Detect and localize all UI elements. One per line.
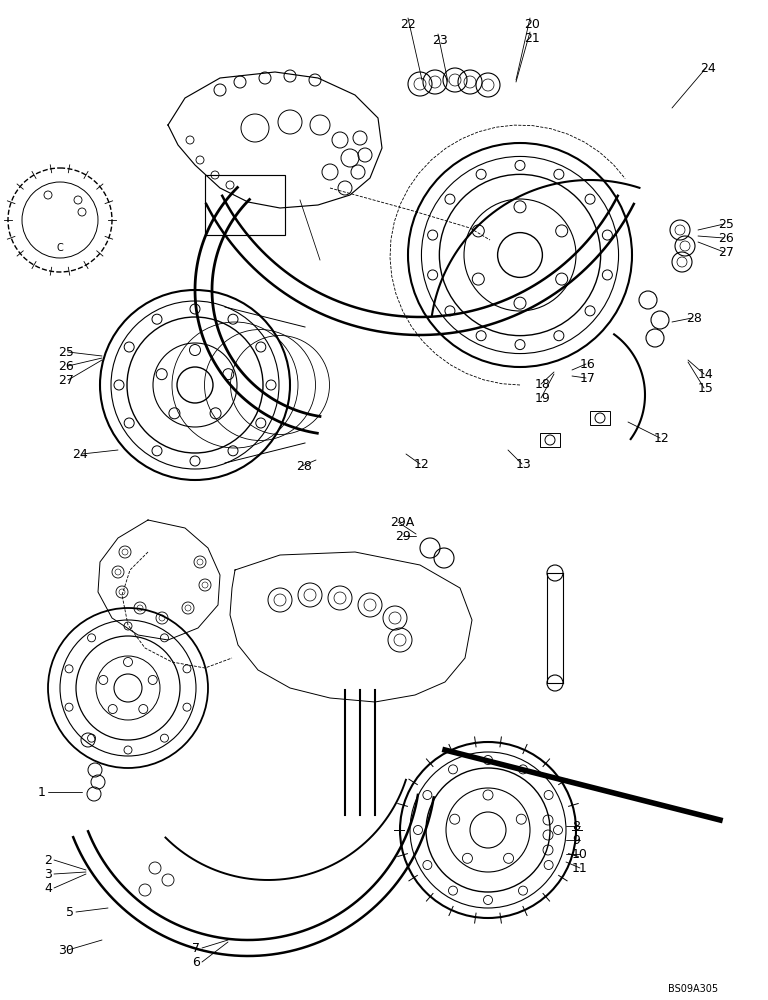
Text: 7: 7 [192, 942, 200, 955]
Text: 3: 3 [44, 868, 52, 881]
Text: 8: 8 [572, 820, 580, 833]
Text: 28: 28 [296, 460, 312, 473]
Text: 20: 20 [524, 18, 540, 31]
Text: 1: 1 [38, 786, 46, 799]
Text: 23: 23 [432, 34, 448, 47]
Text: 12: 12 [414, 458, 430, 471]
Text: 26: 26 [58, 360, 74, 373]
Text: BS09A305: BS09A305 [668, 984, 718, 994]
Text: 19: 19 [535, 392, 551, 405]
Text: 30: 30 [58, 944, 74, 957]
Text: 17: 17 [580, 372, 596, 385]
Text: 6: 6 [192, 956, 200, 969]
Text: 27: 27 [58, 374, 74, 387]
Text: 5: 5 [66, 906, 74, 919]
Text: 18: 18 [535, 378, 551, 391]
Text: 25: 25 [58, 346, 74, 359]
Text: 27: 27 [718, 246, 734, 259]
Text: 16: 16 [580, 358, 596, 371]
Text: 21: 21 [524, 32, 540, 45]
Text: 9: 9 [572, 834, 580, 847]
Text: 12: 12 [654, 432, 670, 445]
Bar [205, 175, 285, 235]
Bar [590, 411, 610, 425]
Text: 2: 2 [44, 854, 52, 867]
Text: 26: 26 [718, 232, 733, 245]
Text: C: C [57, 243, 64, 253]
Text: 29A: 29A [390, 516, 414, 529]
Text: 22: 22 [400, 18, 415, 31]
Text: 15: 15 [698, 382, 714, 395]
Text: 13: 13 [516, 458, 531, 471]
Text: 28: 28 [686, 312, 702, 325]
Bar [540, 433, 560, 447]
Text: 11: 11 [572, 862, 588, 875]
Text: 4: 4 [44, 882, 52, 895]
Text: 24: 24 [72, 448, 88, 461]
Text: 10: 10 [572, 848, 588, 861]
Text: 24: 24 [700, 62, 716, 75]
Text: 14: 14 [698, 368, 713, 381]
Text: 25: 25 [718, 218, 734, 231]
Text: 29: 29 [395, 530, 411, 543]
